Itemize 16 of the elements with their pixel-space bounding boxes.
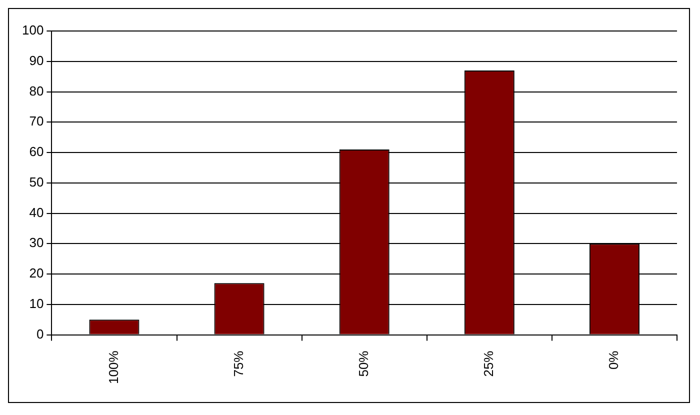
y-tick-label: 60 bbox=[29, 144, 44, 160]
y-tick-label: 0 bbox=[36, 326, 44, 342]
y-tick-label: 20 bbox=[29, 266, 44, 281]
x-tick-label: 75% bbox=[230, 350, 246, 377]
y-tick-label: 90 bbox=[29, 52, 44, 68]
x-tick-label: 25% bbox=[480, 350, 496, 377]
y-tick-label: 80 bbox=[29, 83, 44, 98]
y-tick-label: 70 bbox=[29, 114, 44, 129]
y-tick-label: 10 bbox=[29, 296, 44, 311]
y-tick-label: 40 bbox=[29, 204, 44, 220]
y-tick-label: 30 bbox=[29, 235, 44, 250]
x-tick-label: 0% bbox=[606, 350, 622, 370]
x-tick-label: 50% bbox=[356, 350, 371, 377]
x-tick-label: 100% bbox=[106, 350, 121, 384]
y-tick-label: 50 bbox=[29, 174, 44, 190]
y-tick-label: 100 bbox=[22, 22, 44, 38]
